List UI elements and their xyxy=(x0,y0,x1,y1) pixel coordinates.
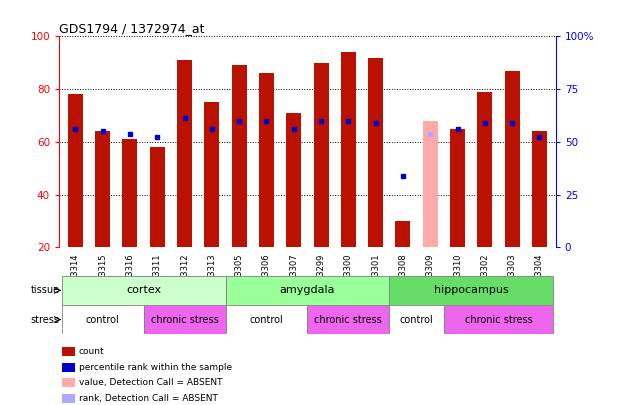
Bar xyxy=(478,92,492,247)
Bar xyxy=(450,129,465,247)
Bar xyxy=(389,276,553,305)
Text: value, Detection Call = ABSENT: value, Detection Call = ABSENT xyxy=(79,378,222,387)
Bar xyxy=(150,147,165,247)
Text: GDS1794 / 1372974_at: GDS1794 / 1372974_at xyxy=(59,22,204,35)
Text: hippocampus: hippocampus xyxy=(434,286,509,295)
Bar xyxy=(232,66,247,247)
Text: cortex: cortex xyxy=(126,286,161,295)
Bar xyxy=(314,63,329,247)
Bar xyxy=(368,58,383,247)
Bar xyxy=(95,131,110,247)
Bar xyxy=(177,60,192,247)
Bar xyxy=(61,276,225,305)
Text: percentile rank within the sample: percentile rank within the sample xyxy=(79,363,232,372)
Text: count: count xyxy=(79,347,104,356)
Bar xyxy=(532,131,547,247)
Bar xyxy=(122,139,137,247)
Text: control: control xyxy=(86,315,120,324)
Text: control: control xyxy=(400,315,433,324)
Bar xyxy=(286,113,301,247)
Text: chronic stress: chronic stress xyxy=(465,315,532,324)
Bar xyxy=(341,52,356,247)
Bar xyxy=(423,121,438,247)
Text: control: control xyxy=(250,315,283,324)
Bar xyxy=(505,71,520,247)
Text: rank, Detection Call = ABSENT: rank, Detection Call = ABSENT xyxy=(79,394,218,403)
Bar xyxy=(143,305,225,334)
Bar xyxy=(389,305,444,334)
Bar xyxy=(259,73,274,247)
Bar xyxy=(225,305,307,334)
Bar xyxy=(307,305,389,334)
Text: tissue: tissue xyxy=(30,286,60,295)
Bar xyxy=(61,305,143,334)
Bar xyxy=(225,276,389,305)
Bar xyxy=(204,102,219,247)
Bar xyxy=(444,305,553,334)
Bar xyxy=(396,221,410,247)
Text: stress: stress xyxy=(30,315,60,324)
Text: chronic stress: chronic stress xyxy=(314,315,382,324)
Text: amygdala: amygdala xyxy=(279,286,335,295)
Bar xyxy=(68,94,83,247)
Text: chronic stress: chronic stress xyxy=(151,315,219,324)
